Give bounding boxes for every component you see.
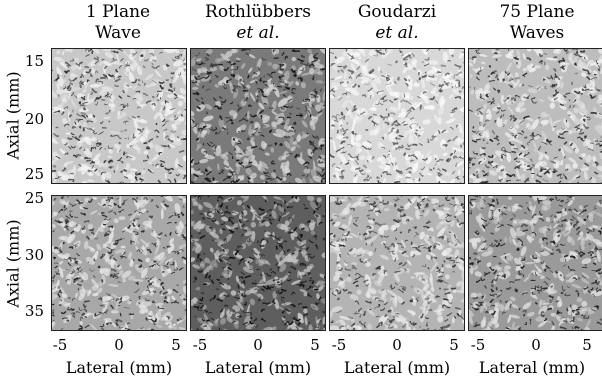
speckle-image [330,49,464,183]
column-title-1-line2: Wave [95,23,141,43]
col-1-axis-label: Lateral (mm) [65,358,173,377]
col-4-xtick-2: 0 [531,336,541,354]
col-3-xtick-3: 5 [449,336,459,354]
row-1-ytick-1: 15 [24,52,44,70]
speckle-image [52,49,186,183]
col-2-axis-label: Lateral (mm) [204,358,312,377]
col-3-xtick-2: 0 [392,336,402,354]
image-panel-r1-c3 [329,48,465,184]
row-2-ytick-1: 25 [24,189,44,207]
row-2-ytick-3: 35 [24,302,44,320]
image-panel-r2-c1 [51,195,187,331]
image-panel-r1-c1 [51,48,187,184]
column-title-2-line2: et al. [236,23,280,43]
column-title-2-line1: Rothlübbers [205,2,311,22]
column-title-2: Rothlübbers et al. [183,2,333,44]
col-2-xtick-3: 5 [310,336,320,354]
speckle-image [330,196,464,330]
image-panel-r2-c4 [468,195,602,331]
speckle-image [52,196,186,330]
column-title-4: 75 Plane Waves [462,2,602,44]
col-2-xtick-2: 0 [253,336,263,354]
column-title-3-line2: et al. [375,23,419,43]
column-title-4-line1: 75 Plane [499,2,575,22]
column-title-4-line2: Waves [509,23,565,43]
column-title-3: Goudarzi et al. [322,2,472,44]
col-4-xtick-3: 5 [582,336,592,354]
image-panel-r1-c2 [190,48,326,184]
image-panel-r2-c2 [190,195,326,331]
image-panel-r1-c4 [468,48,602,184]
row-1-ytick-3: 25 [24,165,44,183]
col-3-xtick-1: -5 [331,336,347,354]
column-title-1-line1: 1 Plane [85,2,151,22]
col-1-xtick-2: 0 [114,336,124,354]
speckle-image [469,49,602,183]
row-2-ytick-2: 30 [24,246,44,264]
col-1-xtick-1: -5 [52,336,68,354]
col-1-xtick-3: 5 [171,336,181,354]
speckle-image [469,196,602,330]
image-panel-r2-c3 [329,195,465,331]
column-title-1: 1 Plane Wave [43,2,193,44]
speckle-image [191,196,325,330]
row-1-ytick-2: 20 [24,110,44,128]
col-3-axis-label: Lateral (mm) [343,358,451,377]
speckle-image [191,49,325,183]
col-2-xtick-1: -5 [192,336,208,354]
col-4-xtick-1: -5 [470,336,486,354]
column-title-3-line1: Goudarzi [357,2,437,22]
col-4-axis-label: Lateral (mm) [478,358,586,377]
